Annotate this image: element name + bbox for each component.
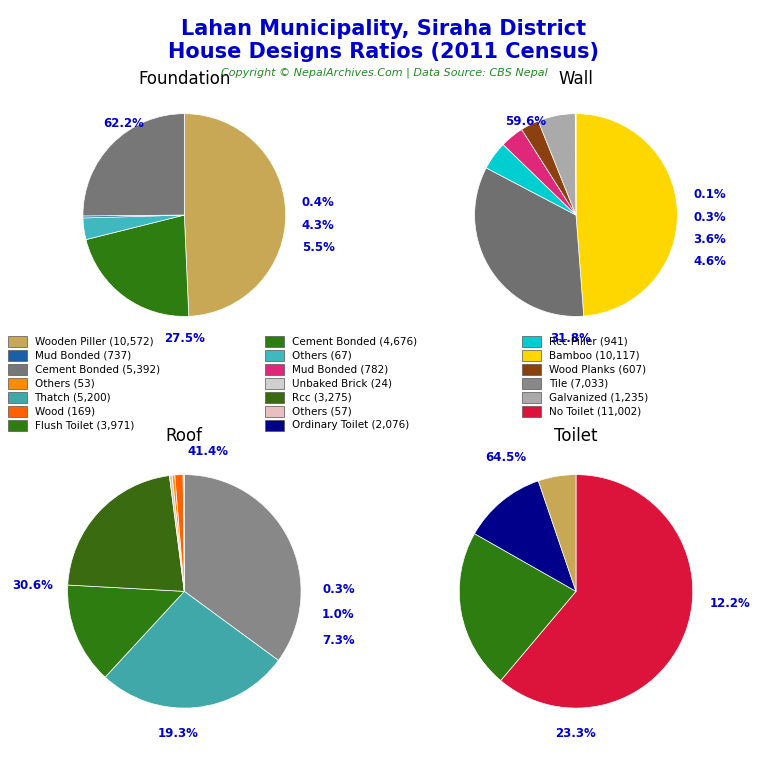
FancyBboxPatch shape [8,336,27,346]
FancyBboxPatch shape [265,378,284,389]
Wedge shape [503,130,576,215]
Wedge shape [175,475,184,591]
Wedge shape [576,114,677,316]
Wedge shape [538,114,576,215]
Wedge shape [459,534,576,680]
Text: Others (53): Others (53) [35,379,94,389]
Wedge shape [105,591,279,708]
Title: Foundation: Foundation [138,70,230,88]
FancyBboxPatch shape [522,378,541,389]
Text: 30.6%: 30.6% [12,579,53,592]
FancyBboxPatch shape [8,420,27,431]
Text: Others (67): Others (67) [292,350,352,360]
Text: Flush Toilet (3,971): Flush Toilet (3,971) [35,420,134,430]
FancyBboxPatch shape [265,392,284,402]
Text: Rcc (3,275): Rcc (3,275) [292,392,352,402]
FancyBboxPatch shape [522,336,541,346]
Text: 5.5%: 5.5% [302,241,335,254]
Text: 1.0%: 1.0% [322,608,355,621]
FancyBboxPatch shape [8,364,27,375]
Wedge shape [184,475,301,660]
Text: Tile (7,033): Tile (7,033) [549,379,608,389]
Title: Roof: Roof [166,427,203,445]
FancyBboxPatch shape [265,350,284,360]
FancyBboxPatch shape [522,364,541,375]
Text: 12.2%: 12.2% [710,597,750,610]
FancyBboxPatch shape [265,364,284,375]
Text: Wooden Piller (10,572): Wooden Piller (10,572) [35,336,153,346]
Text: 41.4%: 41.4% [187,445,228,458]
Title: Wall: Wall [558,70,594,88]
Title: Toilet: Toilet [554,427,598,445]
Text: Cement Bonded (5,392): Cement Bonded (5,392) [35,364,160,374]
FancyBboxPatch shape [522,350,541,360]
Wedge shape [501,475,693,708]
Text: Mud Bonded (782): Mud Bonded (782) [292,364,388,374]
Text: 3.6%: 3.6% [694,233,727,246]
Text: 64.5%: 64.5% [485,451,527,464]
Text: 0.4%: 0.4% [302,197,335,210]
Text: Rcc Piller (941): Rcc Piller (941) [549,336,628,346]
FancyBboxPatch shape [8,406,27,416]
Wedge shape [83,215,184,218]
Wedge shape [68,475,184,591]
Text: 7.3%: 7.3% [322,634,355,647]
Text: Others (57): Others (57) [292,406,352,416]
Text: Galvanized (1,235): Galvanized (1,235) [549,392,648,402]
Text: Copyright © NepalArchives.Com | Data Source: CBS Nepal: Copyright © NepalArchives.Com | Data Sou… [220,68,548,78]
Text: Wood (169): Wood (169) [35,406,94,416]
Wedge shape [170,475,184,591]
Text: 0.1%: 0.1% [694,188,726,201]
Wedge shape [183,475,184,591]
Wedge shape [538,475,576,591]
Wedge shape [184,114,286,316]
FancyBboxPatch shape [522,392,541,402]
Text: 23.3%: 23.3% [555,727,597,740]
Text: 59.6%: 59.6% [505,115,546,128]
FancyBboxPatch shape [265,406,284,416]
FancyBboxPatch shape [265,420,284,431]
Text: Unbaked Brick (24): Unbaked Brick (24) [292,379,392,389]
Text: Wood Planks (607): Wood Planks (607) [549,364,646,374]
Text: Lahan Municipality, Siraha District: Lahan Municipality, Siraha District [181,19,587,39]
Text: Bamboo (10,117): Bamboo (10,117) [549,350,640,360]
Text: No Toilet (11,002): No Toilet (11,002) [549,406,641,416]
Text: 4.6%: 4.6% [694,255,727,268]
Wedge shape [86,215,189,316]
Text: 27.5%: 27.5% [164,333,205,346]
Text: 0.3%: 0.3% [322,582,355,595]
Wedge shape [172,475,184,591]
FancyBboxPatch shape [265,336,284,346]
FancyBboxPatch shape [8,350,27,360]
Text: Cement Bonded (4,676): Cement Bonded (4,676) [292,336,417,346]
Wedge shape [68,585,184,677]
Wedge shape [475,168,584,316]
Text: 31.8%: 31.8% [551,333,591,346]
Text: 0.3%: 0.3% [694,210,726,223]
Wedge shape [475,481,576,591]
Wedge shape [521,121,576,215]
Wedge shape [486,144,576,215]
FancyBboxPatch shape [522,406,541,416]
Wedge shape [83,114,184,216]
Text: Thatch (5,200): Thatch (5,200) [35,392,111,402]
Wedge shape [83,215,184,240]
FancyBboxPatch shape [8,392,27,402]
FancyBboxPatch shape [8,378,27,389]
Text: Mud Bonded (737): Mud Bonded (737) [35,350,131,360]
Text: Ordinary Toilet (2,076): Ordinary Toilet (2,076) [292,420,409,430]
Text: 19.3%: 19.3% [158,727,199,740]
Text: House Designs Ratios (2011 Census): House Designs Ratios (2011 Census) [168,42,600,62]
Text: 62.2%: 62.2% [103,118,144,131]
Text: 4.3%: 4.3% [302,219,335,232]
